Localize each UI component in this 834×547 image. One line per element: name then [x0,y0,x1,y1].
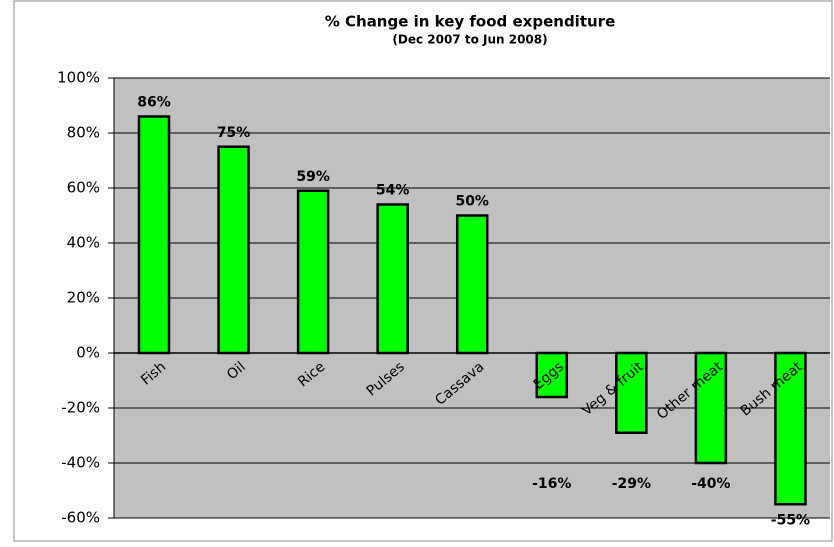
y-tick-label: 100% [57,69,100,87]
y-tick-label: -20% [61,399,100,417]
y-tick-label: 80% [67,124,100,142]
y-tick-label: 40% [67,234,100,252]
value-label: 59% [296,169,330,185]
bar [376,203,409,355]
value-label: -29% [612,476,651,492]
bar [296,189,330,355]
value-label: 86% [137,95,171,111]
chart-subtitle: (Dec 2007 to Jun 2008) [392,33,547,47]
bar [774,351,807,506]
y-tick-label: 0% [76,344,100,362]
bar [137,115,171,355]
bar [615,351,648,434]
value-label: -16% [532,476,571,492]
value-label: 50% [455,194,489,210]
bar [217,145,250,355]
y-tick-label: 60% [67,179,100,197]
y-tick-label: 20% [67,289,100,307]
bar [455,214,489,355]
value-label: 54% [376,183,410,199]
chart-title: % Change in key food expenditure [325,13,616,31]
y-tick-label: -60% [61,509,100,527]
value-label: -40% [691,476,730,492]
y-tick-label: -40% [61,454,100,472]
value-label: -55% [771,512,810,528]
value-label: 75% [217,125,251,141]
